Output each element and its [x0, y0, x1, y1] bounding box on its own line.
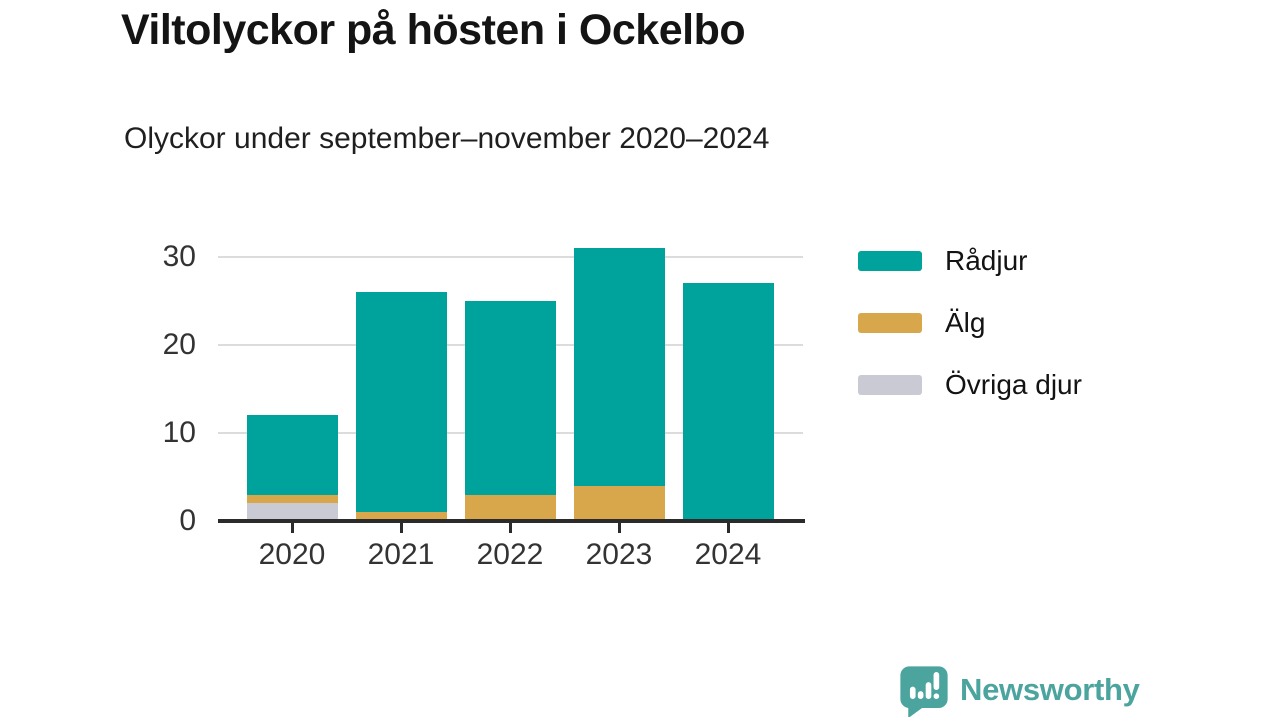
x-axis-line [218, 519, 805, 523]
plot-area [218, 240, 803, 521]
newsworthy-logo-icon [900, 666, 948, 717]
bar-segment-2021-Älg [355, 512, 447, 521]
x-axis-tick [727, 523, 730, 533]
legend-label: Älg [945, 307, 986, 338]
bar-segment-2023-Rådjur [573, 248, 665, 486]
y-axis-tick-label: 0 [179, 504, 196, 537]
x-axis-tick [400, 523, 403, 533]
legend-label: Rådjur [945, 245, 1028, 276]
x-axis-tick [291, 523, 294, 533]
bar-segment-2022-Rådjur [464, 301, 556, 495]
y-axis-tick-label: 10 [162, 416, 196, 449]
y-axis-tick-label: 20 [162, 328, 196, 361]
brand-name: Newsworthy [960, 672, 1140, 707]
legend-label: Övriga djur [945, 369, 1082, 400]
x-axis-tick-label: 2021 [367, 538, 435, 571]
bar-segment-2024-Rådjur [682, 283, 774, 521]
x-axis-tick-label: 2024 [694, 538, 762, 571]
legend-swatch [858, 313, 922, 333]
legend-item: Älg [858, 308, 1082, 338]
legend-item: Övriga djur [858, 370, 1082, 400]
brand-footer: Newsworthy [897, 663, 1140, 717]
legend-swatch [858, 375, 922, 395]
bar-segment-2020-Övriga djur [246, 503, 338, 521]
legend-item: Rådjur [858, 246, 1082, 276]
chart-title: Viltolyckor på hösten i Ockelbo [121, 6, 746, 54]
bar-segment-2020-Älg [246, 494, 338, 504]
legend: Rådjur Älg Övriga djur [858, 246, 1082, 400]
x-axis-tick-label: 2023 [585, 538, 653, 571]
bar-segment-2021-Rådjur [355, 292, 447, 513]
y-axis-tick-label: 30 [162, 240, 196, 273]
x-axis-tick-label: 2020 [258, 538, 326, 571]
chart-subtitle: Olyckor under september–november 2020–20… [124, 122, 770, 155]
legend-swatch [858, 251, 922, 271]
bar-segment-2020-Rådjur [246, 415, 338, 495]
x-axis-tick [618, 523, 621, 533]
gridline-y-30 [218, 256, 803, 258]
x-axis-tick-label: 2022 [476, 538, 544, 571]
bar-segment-2023-Älg [573, 485, 665, 521]
x-axis-tick [509, 523, 512, 533]
bar-segment-2022-Älg [464, 494, 556, 521]
